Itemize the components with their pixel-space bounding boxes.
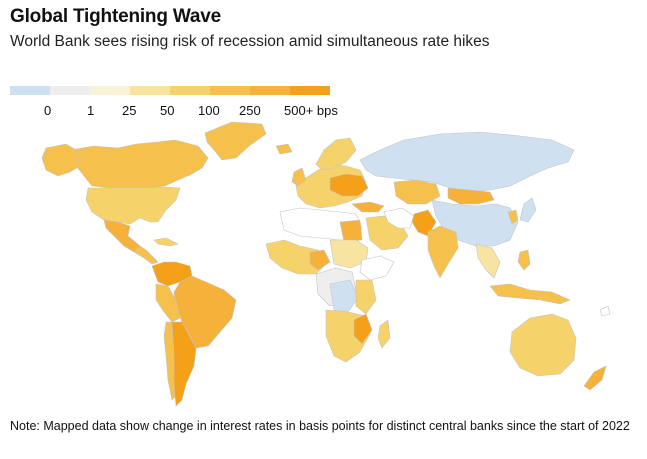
region-japan (519, 197, 537, 223)
legend-label-0: 0 (44, 103, 52, 118)
legend-label-25: 25 (122, 103, 137, 118)
region-russia (359, 131, 575, 193)
region-scandinavia (315, 137, 357, 171)
region-canada (69, 139, 209, 189)
region-philippines (517, 249, 531, 271)
legend-swatch-0 (10, 86, 50, 95)
legend-swatches (10, 86, 350, 95)
region-nigeria (309, 249, 331, 271)
legend-swatch-7 (290, 86, 330, 95)
region-iceland (275, 143, 293, 155)
region-pacific-islands (599, 305, 611, 317)
legend-labels: 0 1 25 50 100 250 500+ bps (10, 95, 350, 118)
region-southeast-asia (475, 243, 501, 279)
region-peru-bolivia (155, 283, 181, 323)
legend-swatch-1 (50, 86, 90, 95)
region-usa (85, 186, 181, 225)
region-indonesia (489, 283, 571, 305)
chart-subtitle: World Bank sees rising risk of recession… (10, 33, 490, 50)
legend-label-500: 500+ bps (284, 103, 338, 118)
region-mexico (103, 219, 141, 253)
region-mongolia (447, 187, 495, 205)
region-greenland (204, 121, 267, 161)
color-legend: 0 1 25 50 100 250 500+ bps (10, 86, 350, 118)
region-east-africa (355, 279, 377, 315)
legend-label-1: 1 (87, 103, 95, 118)
region-turkey (351, 201, 385, 213)
region-korea (507, 209, 519, 225)
legend-label-100: 100 (198, 103, 220, 118)
region-alaska (41, 143, 81, 177)
legend-swatch-3 (130, 86, 170, 95)
region-mozambique (353, 313, 373, 345)
region-drc (329, 279, 359, 313)
legend-swatch-2 (90, 86, 130, 95)
region-horn-of-africa (359, 255, 395, 281)
legend-swatch-4 (170, 86, 210, 95)
legend-swatch-5 (210, 86, 250, 95)
region-india (427, 225, 459, 279)
region-australia (509, 313, 577, 377)
region-argentina (171, 321, 197, 407)
footnote: Note: Mapped data show change in interes… (10, 419, 630, 433)
region-iran (383, 207, 415, 229)
region-new-zealand (583, 365, 607, 391)
legend-label-250: 250 (239, 103, 261, 118)
region-eastern-europe (329, 173, 369, 197)
world-map (41, 121, 611, 407)
legend-label-50: 50 (160, 103, 175, 118)
chart-title: Global Tightening Wave (10, 6, 221, 27)
region-caribbean (153, 237, 179, 247)
region-uk (291, 167, 307, 187)
region-central-america (133, 245, 159, 265)
region-egypt (339, 219, 363, 243)
legend-swatch-6 (250, 86, 290, 95)
region-madagascar (377, 319, 391, 349)
